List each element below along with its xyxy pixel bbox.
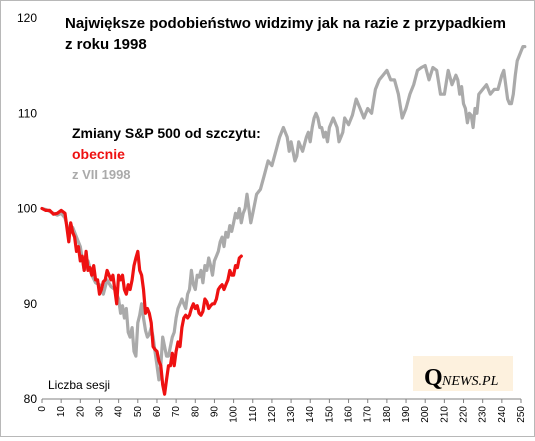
x-tick-label: 70 [171, 406, 182, 418]
title-line-1: Największe podobieństwo widzimy jak na r… [65, 15, 506, 32]
y-tick-label: 100 [17, 202, 37, 216]
x-tick-label: 60 [152, 406, 163, 418]
x-tick-label: 40 [114, 406, 125, 418]
x-tick-label: 170 [363, 406, 374, 423]
y-tick-label: 120 [17, 11, 37, 25]
logo-text: NEWS.PL [441, 374, 499, 389]
x-tick-label: 190 [401, 406, 412, 423]
logo-initial: Q [424, 365, 443, 391]
x-tick-label: 200 [420, 406, 431, 423]
x-tick-label: 140 [305, 406, 316, 423]
x-tick-label: 180 [382, 406, 393, 423]
x-tick-label: 210 [439, 406, 450, 423]
y-tick-label: 80 [24, 392, 38, 406]
legend-heading: Zmiany S&P 500 od szczytu: [72, 125, 261, 141]
x-tick-label: 250 [516, 406, 527, 423]
y-tick-label: 90 [24, 297, 38, 311]
y-axis-ticks: 80 90 100 110 120 [17, 11, 37, 406]
x-tick-label: 30 [94, 406, 105, 418]
y-tick-label: 110 [18, 106, 37, 120]
x-axis-label: Liczba sesji [48, 378, 110, 392]
x-tick-label: 0 [37, 406, 48, 412]
x-tick-label: 110 [248, 406, 259, 422]
x-axis-ticks: 0 10 20 30 40 50 60 70 80 90 100 110 120 130 140 150 160… [37, 399, 527, 423]
x-tick-label: 160 [344, 406, 355, 423]
series-group [40, 44, 527, 396]
series-line-current [40, 206, 243, 396]
x-tick-label: 120 [267, 406, 278, 423]
logo-background [413, 356, 513, 391]
x-tick-label: 10 [56, 406, 67, 418]
x-tick-label: 20 [75, 406, 86, 418]
title-line-2: z roku 1998 [65, 36, 147, 53]
chart-title: Największe podobieństwo widzimy jak na r… [65, 15, 506, 53]
x-tick-label: 220 [459, 406, 470, 423]
legend-entry-current: obecnie [72, 146, 125, 162]
x-tick-label: 100 [229, 406, 240, 423]
qnews-logo: Q NEWS.PL [413, 356, 513, 391]
x-tick-label: 50 [133, 406, 144, 418]
x-tick-label: 150 [324, 406, 335, 423]
x-tick-label: 130 [286, 406, 297, 423]
series-line-1998 [40, 44, 527, 382]
x-tick-label: 80 [190, 406, 201, 418]
x-tick-label: 240 [497, 406, 508, 423]
legend-entry-1998: z VII 1998 [72, 167, 131, 182]
legend: Zmiany S&P 500 od szczytu: obecnie z VII… [72, 125, 261, 182]
x-tick-label: 230 [478, 406, 489, 423]
x-tick-label: 90 [209, 406, 220, 418]
